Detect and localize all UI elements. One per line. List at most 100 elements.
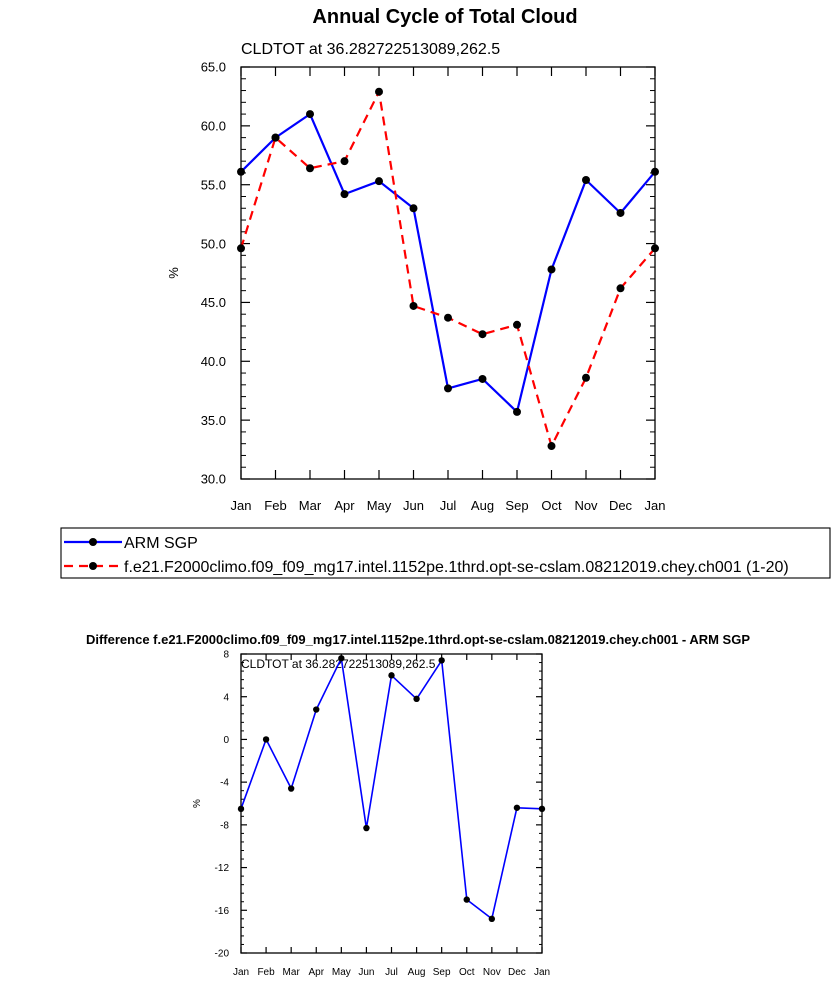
x-tick-label: Mar [299,498,322,513]
x-tick-label: Oct [541,498,562,513]
chart-1: Annual Cycle of Total Cloud CLDTOT at 36.… [60,6,831,579]
data-point [582,176,590,185]
x-tick-label: May [367,498,392,513]
data-point [444,313,452,322]
y-tick-label: 55.0 [201,177,226,192]
x-tick-label: Nov [574,498,598,513]
plot-frame [240,653,543,954]
y-tick-label: 60.0 [201,119,226,134]
data-point [651,244,659,253]
y-tick-label: 0 [223,735,229,746]
x-tick-label: Jun [403,498,424,513]
x-tick-label: Feb [264,498,286,513]
x-tick-label: Mar [283,967,301,978]
data-point [340,190,349,199]
data-point [388,672,395,679]
data-point [438,657,445,664]
data-point [271,133,280,142]
y-tick-label: 8 [223,650,229,661]
data-point [409,204,418,213]
data-point [338,655,345,662]
series-line-2 [239,90,656,448]
series-line-1 [240,112,656,413]
x-tick-label: Jan [233,967,249,978]
y-tick-label: 35.0 [201,413,226,428]
data-point [237,244,245,253]
data-point [287,785,295,792]
x-tick-label: Apr [334,498,355,513]
x-tick-label: May [332,967,351,978]
data-point [237,805,245,813]
y-tick-label: -20 [215,949,230,960]
data-point [340,157,349,166]
data-point [237,167,245,176]
data-point [375,87,383,96]
y-tick-label: 4 [223,692,229,703]
x-tick-label: Apr [308,967,324,978]
legend-entry: ARM SGP [124,535,198,552]
data-point [513,320,521,329]
data-point [513,804,521,811]
x-tick-label: Aug [471,498,494,513]
x-tick-label: Oct [459,967,475,978]
data-point [463,896,470,903]
y-axis-label: % [166,267,181,279]
x-tick-label: Jul [440,498,457,513]
chart-title: Difference f.e21.F2000climo.f09_f09_mg17… [86,632,750,647]
y-axis-label: % [192,799,203,808]
chart-2: Difference f.e21.F2000climo.f09_f09_mg17… [86,632,750,978]
data-point [262,736,270,743]
y-tick-label: 50.0 [201,236,226,251]
data-point [306,110,314,119]
data-point [651,167,659,176]
x-tick-label: Jun [358,967,374,978]
y-tick-label: -4 [220,778,229,789]
data-point [478,330,487,339]
legend-swatch-marker [89,538,97,546]
y-tick-label: -12 [215,863,230,874]
x-tick-label: Jan [534,967,550,978]
x-tick-label: Jan [231,498,252,513]
x-tick-label: Jul [385,967,398,978]
y-tick-label: 30.0 [201,472,226,487]
x-tick-label: Nov [483,967,501,978]
y-tick-label: 45.0 [201,295,226,310]
x-tick-label: Sep [433,967,451,978]
x-tick-label: Aug [408,967,426,978]
data-point [582,373,590,382]
x-tick-label: Jan [645,498,666,513]
data-point [547,442,556,451]
data-point [513,407,521,416]
chart-subtitle: CLDTOT at 36.282722513089,262.5 [241,41,500,58]
plot-frame [240,66,656,480]
x-tick-label: Feb [257,967,275,978]
x-tick-label: Dec [609,498,633,513]
data-point [413,695,420,703]
data-point [306,164,314,173]
data-point [538,805,546,813]
data-point [616,284,625,293]
data-point [616,208,625,217]
data-point [375,177,383,186]
legend-swatch-marker [89,562,97,570]
data-point [363,824,370,832]
y-tick-label: -16 [215,906,230,917]
x-tick-label: Dec [508,967,526,978]
data-point [313,706,320,713]
data-point [444,384,452,393]
legend-entry: f.e21.F2000climo.f09_f09_mg17.intel.1152… [124,559,789,576]
y-tick-label: 40.0 [201,354,226,369]
legend-box [60,527,831,579]
legend: ARM SGP f.e21.F2000climo.f09_f09_mg17.int… [60,527,831,579]
y-tick-label: -8 [220,820,229,831]
data-point [409,301,418,310]
chart-title: Annual Cycle of Total Cloud [312,6,577,28]
x-tick-label: Sep [505,498,528,513]
data-point [478,374,487,383]
y-tick-label: 65.0 [201,60,226,75]
data-point [547,265,556,274]
series-line-1 [240,657,543,920]
data-point [488,915,496,923]
